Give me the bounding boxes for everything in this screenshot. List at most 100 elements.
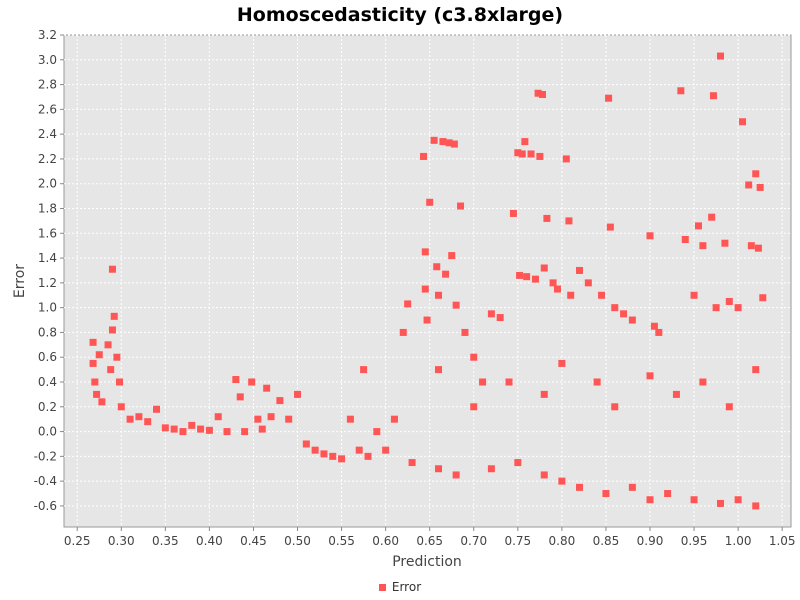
data-point (108, 326, 116, 334)
data-point (404, 300, 412, 308)
x-tick-label: 1.00 (725, 534, 752, 548)
x-axis-ticks: 0.25 0.30 0.35 0.40 0.45 0.50 0.55 0.60 0.65 0.70… (64, 527, 796, 548)
data-point (241, 428, 249, 436)
data-point (285, 415, 293, 423)
data-point (470, 403, 478, 411)
data-point (534, 89, 542, 97)
data-point (681, 235, 689, 243)
data-point (91, 378, 99, 386)
data-point (531, 275, 539, 283)
data-point (267, 413, 275, 421)
y-tick-label: 0.6 (38, 350, 57, 364)
y-tick-label: 2.4 (38, 127, 57, 141)
data-point (479, 378, 487, 386)
data-point (699, 242, 707, 250)
data-point (188, 421, 196, 429)
data-point (452, 301, 460, 309)
data-point (170, 425, 178, 433)
y-tick-label: 1.0 (38, 301, 57, 315)
data-point (725, 403, 733, 411)
data-point (439, 138, 447, 146)
data-point (442, 270, 450, 278)
x-tick-label: 0.70 (460, 534, 487, 548)
data-point (461, 328, 469, 336)
data-point (752, 170, 760, 178)
data-point (390, 415, 398, 423)
y-tick-label: 2.0 (38, 177, 57, 191)
data-point (754, 244, 762, 252)
legend: Error (0, 580, 800, 594)
data-point (421, 248, 429, 256)
data-point (320, 450, 328, 458)
chart-title: Homoscedasticity (c3.8xlarge) (236, 4, 564, 26)
data-point (144, 418, 152, 426)
y-axis-label: Error (12, 264, 28, 298)
data-point (421, 285, 429, 293)
data-point (338, 455, 346, 463)
y-tick-label: -0.4 (34, 474, 57, 488)
data-point (646, 496, 654, 504)
data-point (364, 452, 372, 460)
data-point (611, 304, 619, 312)
data-point (108, 265, 116, 273)
x-tick-label: 0.30 (108, 534, 135, 548)
data-point (254, 415, 262, 423)
data-point (527, 150, 535, 158)
data-point (435, 465, 443, 473)
data-point (223, 428, 231, 436)
data-point (433, 263, 441, 271)
data-point (721, 239, 729, 247)
y-tick-label: 1.6 (38, 226, 57, 240)
data-point (110, 312, 118, 320)
data-point (543, 214, 551, 222)
data-point (540, 390, 548, 398)
data-point (717, 499, 725, 507)
data-point (558, 359, 566, 367)
data-point (606, 223, 614, 231)
data-point (104, 341, 112, 349)
x-tick-label: 0.55 (328, 534, 355, 548)
data-point (430, 136, 438, 144)
data-point (399, 328, 407, 336)
y-tick-label: 0.0 (38, 425, 57, 439)
data-point (745, 181, 753, 189)
data-point (487, 310, 495, 318)
data-point (521, 138, 529, 146)
data-point (98, 398, 106, 406)
data-point (540, 471, 548, 479)
data-point (420, 152, 428, 160)
data-point (236, 393, 244, 401)
data-point (584, 279, 592, 287)
data-point (311, 446, 319, 454)
x-tick-label: 0.50 (284, 534, 311, 548)
data-point (450, 140, 458, 148)
x-axis-label: Prediction (392, 554, 462, 570)
data-point (567, 291, 575, 299)
data-point (408, 459, 416, 467)
data-point (602, 490, 610, 498)
y-axis-ticks: -0.6 -0.4 -0.2 0.0 0.2 0.4 0.6 0.8 1.0 1.2 1.4 1.6 1… (34, 28, 64, 513)
data-point (355, 446, 363, 454)
data-point (457, 202, 465, 210)
data-point (536, 152, 544, 160)
data-point (214, 413, 222, 421)
data-point (113, 353, 121, 361)
data-point (576, 266, 584, 274)
data-point (576, 483, 584, 491)
data-point (360, 366, 368, 374)
x-tick-label: 0.40 (196, 534, 223, 548)
gridlines (64, 34, 791, 527)
data-point (708, 213, 716, 221)
data-point (734, 304, 742, 312)
data-point (650, 322, 658, 330)
x-tick-label: 0.60 (372, 534, 399, 548)
data-point (747, 242, 755, 250)
data-point (752, 366, 760, 374)
data-point (593, 378, 601, 386)
y-tick-label: 1.4 (38, 251, 57, 265)
data-point (382, 446, 390, 454)
data-point (677, 87, 685, 95)
data-point (565, 217, 573, 225)
data-point (197, 425, 205, 433)
data-point (598, 291, 606, 299)
